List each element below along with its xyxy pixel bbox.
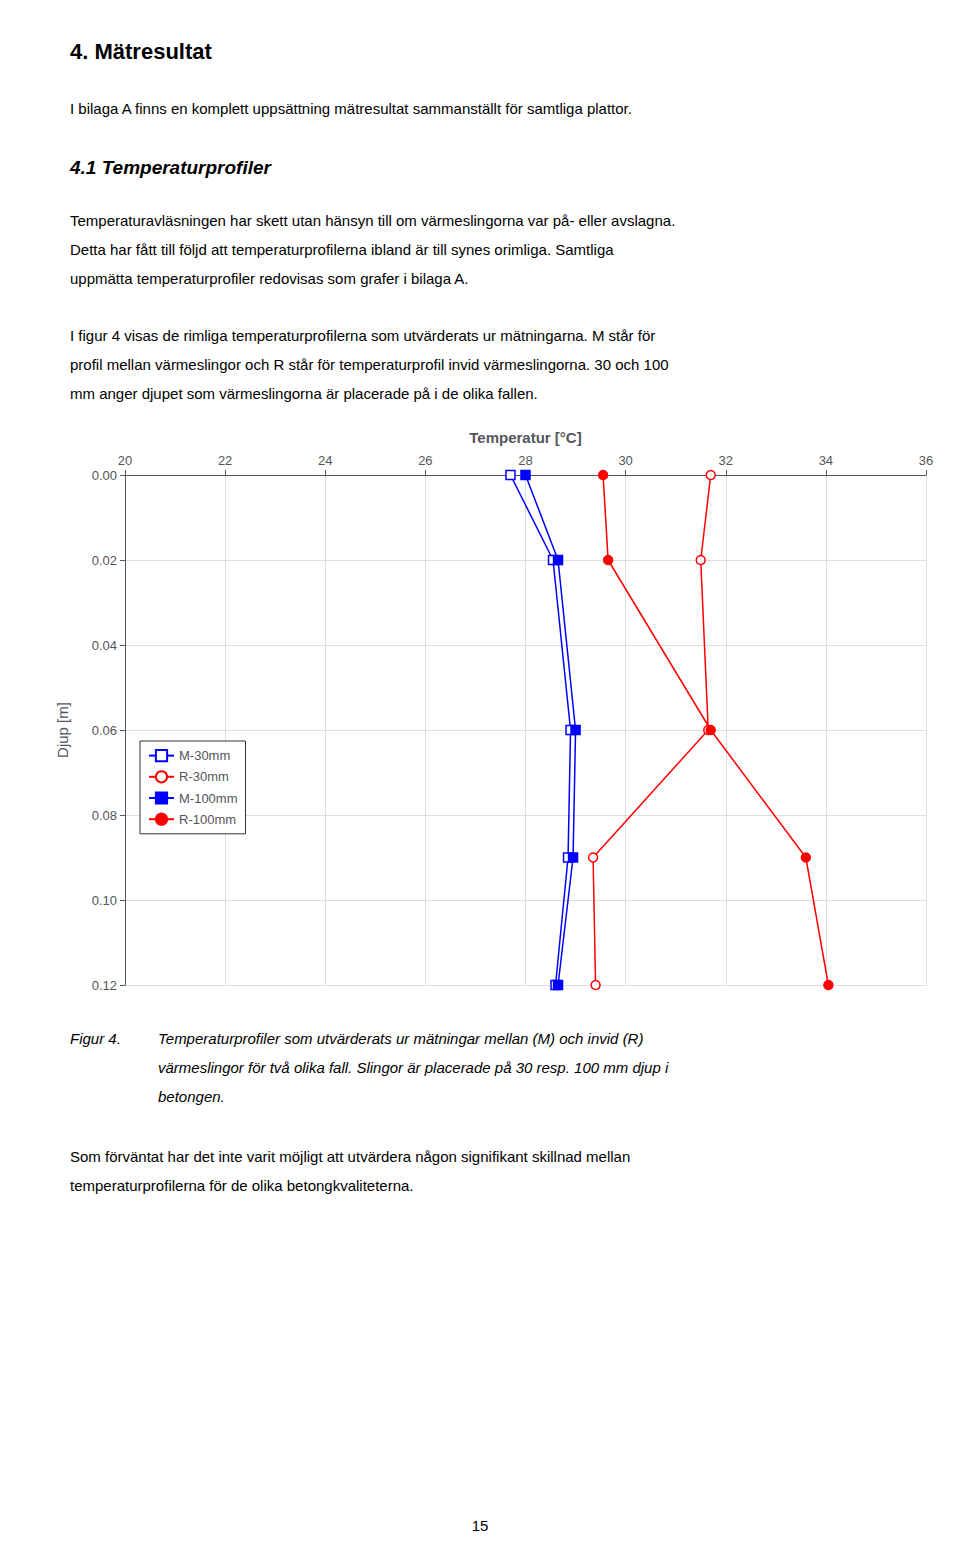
svg-text:0.06: 0.06 <box>92 723 117 738</box>
html-text:4. Mätresultat: 4. Mätresultat <box>70 39 212 64</box>
svg-text:0.04: 0.04 <box>92 638 117 653</box>
svg-text:M-30mm: M-30mm <box>179 748 230 763</box>
html-text:mm anger djupet som värmesling: mm anger djupet som värmeslingorna är pl… <box>70 385 538 402</box>
html-text:temperaturprofilerna för de ol: temperaturprofilerna för de olika betong… <box>70 1177 414 1194</box>
svg-text:0.10: 0.10 <box>92 893 117 908</box>
html-text:profil mellan värmeslingor och: profil mellan värmeslingor och R står fö… <box>70 356 669 373</box>
html-text:I figur 4 visas de rimliga tem: I figur 4 visas de rimliga temperaturpro… <box>70 327 656 344</box>
html-text:Som förväntat har det inte var: Som förväntat har det inte varit möjligt… <box>70 1148 631 1165</box>
html-text:15: 15 <box>471 1517 489 1534</box>
svg-text:M-100mm: M-100mm <box>179 791 238 806</box>
svg-text:30: 30 <box>618 453 632 468</box>
svg-text:Temperatur [°C]: Temperatur [°C] <box>469 429 581 446</box>
html-text:Temperaturprofiler som utvärde: Temperaturprofiler som utvärderats ur mä… <box>158 1030 644 1047</box>
svg-text:20: 20 <box>118 453 132 468</box>
svg-text:0.08: 0.08 <box>92 808 117 823</box>
html-text:uppmätta temperaturprofiler re: uppmätta temperaturprofiler redovisas so… <box>70 270 469 287</box>
svg-text:36: 36 <box>919 453 933 468</box>
svg-text:34: 34 <box>819 453 833 468</box>
svg-text:0.02: 0.02 <box>92 553 117 568</box>
svg-text:32: 32 <box>719 453 733 468</box>
html-text:betongen.: betongen. <box>158 1088 225 1105</box>
svg-text:R-30mm: R-30mm <box>179 769 229 784</box>
svg-text:28: 28 <box>518 453 532 468</box>
html-text:Temperaturavläsningen har sket: Temperaturavläsningen har skett utan hän… <box>70 212 676 229</box>
svg-text:22: 22 <box>218 453 232 468</box>
svg-text:0.00: 0.00 <box>92 468 117 483</box>
html-text:Detta har fått till följd att: Detta har fått till följd att temperatur… <box>70 241 614 258</box>
html-text:värmeslingor för två olika fal: värmeslingor för två olika fall. Slingor… <box>158 1059 669 1076</box>
svg-text:0.12: 0.12 <box>92 978 117 993</box>
html-text:I bilaga A finns en komplett u: I bilaga A finns en komplett uppsättning… <box>70 100 632 117</box>
svg-text:R-100mm: R-100mm <box>179 812 236 827</box>
svg-text:24: 24 <box>318 453 332 468</box>
svg-text:26: 26 <box>418 453 432 468</box>
svg-text:Djup [m]: Djup [m] <box>54 702 71 758</box>
html-text:4.1 Temperaturprofiler: 4.1 Temperaturprofiler <box>70 157 271 178</box>
html-text:Figur 4.: Figur 4. <box>70 1030 121 1047</box>
